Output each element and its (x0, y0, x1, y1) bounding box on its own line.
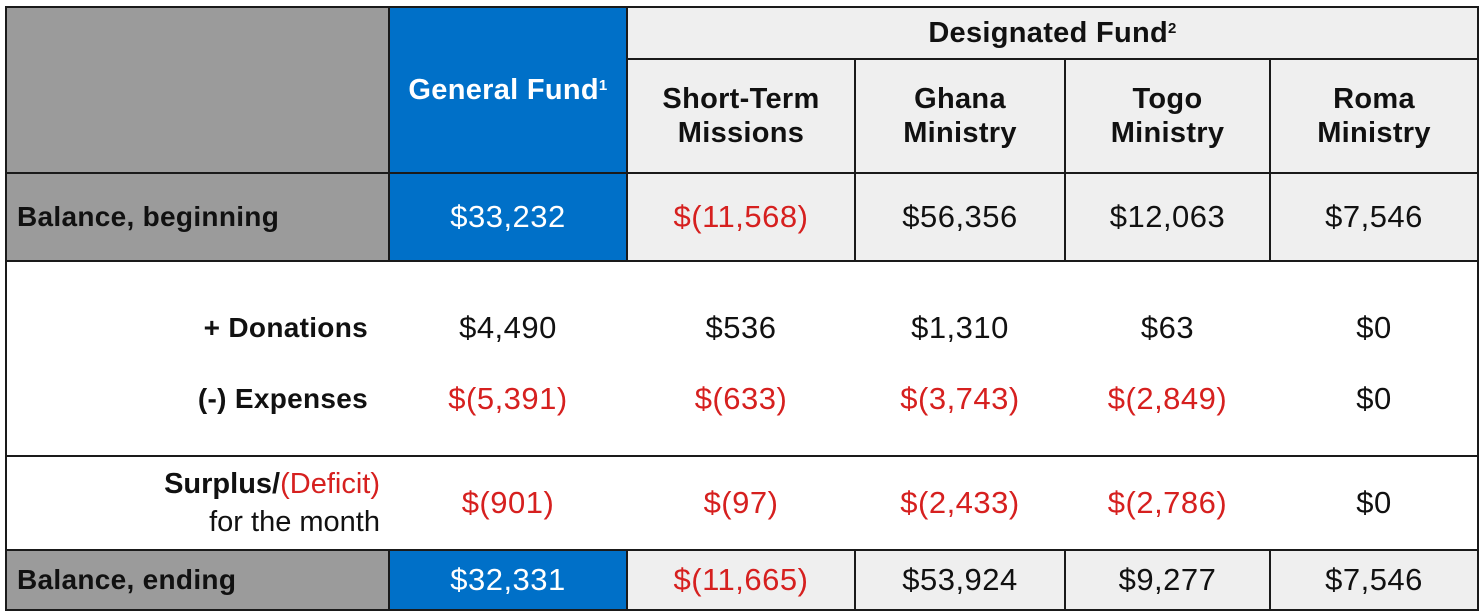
general-fund-footnote: 1 (598, 77, 608, 94)
donations-value: $0 (1356, 310, 1392, 345)
general-fund-activity: $4,490 $(5,391) (388, 260, 628, 457)
activity-labels: + Donations (-) Expenses (5, 260, 390, 457)
general-fund-value: $32,331 (388, 549, 628, 611)
for-the-month-label: for the month (209, 506, 380, 538)
general-fund-surplus: $(901) (388, 455, 628, 551)
general-fund-header: General Fund1 (388, 6, 628, 174)
header-row-top: General Fund1 Designated Fund2 (5, 6, 1480, 174)
roma-ministry-header: Roma Ministry (1268, 58, 1480, 174)
designated-fund-header: Designated Fund2 (625, 6, 1480, 60)
balance-ending-label: Balance, ending (5, 549, 390, 611)
donations-label: + Donations (203, 312, 368, 343)
short-term-missions-value: $(11,665) (626, 549, 856, 611)
roma-ministry-value: $7,546 (1268, 549, 1480, 611)
column-header-line2: Ministry (903, 117, 1017, 149)
short-term-missions-activity: $536 $(633) (626, 260, 856, 457)
roma-ministry-activity: $0 $0 (1268, 260, 1480, 457)
designated-fund-label: Designated Fund (928, 17, 1169, 49)
expenses-value: $(633) (694, 381, 788, 416)
donations-value: $1,310 (911, 310, 1009, 345)
balance-beginning-label: Balance, beginning (5, 172, 390, 262)
short-term-missions-surplus: $(97) (626, 455, 856, 551)
deficit-label-text: (Deficit) (280, 468, 380, 500)
expenses-label: (-) Expenses (197, 383, 368, 414)
column-header-line1: Roma (1333, 83, 1415, 115)
ghana-ministry-header: Ghana Ministry (854, 58, 1066, 174)
surplus-label-text: Surplus/ (164, 468, 281, 500)
donations-value: $63 (1140, 310, 1195, 345)
togo-ministry-value: $9,277 (1064, 549, 1271, 611)
togo-ministry-header: Togo Ministry (1064, 58, 1271, 174)
header-row-sub: Short-Term Missions Ghana Ministry Togo … (6, 58, 1480, 174)
column-header-line2: Missions (677, 117, 805, 149)
column-header-line2: Ministry (1317, 117, 1431, 149)
expenses-value: $(3,743) (900, 381, 1020, 416)
general-fund-label: General Fund (408, 74, 599, 106)
column-header-line2: Ministry (1110, 117, 1225, 149)
general-fund-value: $33,232 (388, 172, 628, 262)
togo-ministry-activity: $63 $(2,849) (1064, 260, 1271, 457)
roma-ministry-surplus: $0 (1268, 455, 1480, 551)
donations-value: $4,490 (459, 310, 557, 345)
donations-value: $536 (705, 310, 777, 345)
ghana-ministry-activity: $1,310 $(3,743) (854, 260, 1066, 457)
designated-fund-footnote: 2 (1168, 20, 1177, 37)
short-term-missions-header: Short-Term Missions (626, 58, 856, 174)
fund-balance-table: General Fund1 Designated Fund2 Short-Ter… (5, 6, 1480, 611)
roma-ministry-value: $7,546 (1268, 172, 1480, 262)
togo-ministry-value: $12,063 (1064, 172, 1271, 262)
short-term-missions-value: $(11,568) (626, 172, 856, 262)
column-header-line1: Short-Term (662, 83, 820, 115)
ghana-ministry-value: $56,356 (854, 172, 1066, 262)
column-header-line1: Togo (1132, 83, 1203, 115)
surplus-deficit-row: Surplus/(Deficit) for the month $(901) $… (5, 455, 1480, 551)
expenses-value: $(5,391) (448, 381, 568, 416)
togo-ministry-surplus: $(2,786) (1064, 455, 1271, 551)
expenses-value: $(2,849) (1107, 381, 1228, 416)
expenses-value: $0 (1356, 381, 1392, 416)
activity-row: + Donations (-) Expenses $4,490 $(5,391)… (5, 260, 1480, 457)
ghana-ministry-surplus: $(2,433) (854, 455, 1066, 551)
column-header-line1: Ghana (914, 83, 1006, 115)
ghana-ministry-value: $53,924 (854, 549, 1066, 611)
corner-cell (5, 6, 390, 174)
balance-ending-row: Balance, ending $32,331 $(11,665) $53,92… (5, 549, 1480, 611)
balance-beginning-row: Balance, beginning $33,232 $(11,568) $56… (5, 172, 1480, 262)
surplus-deficit-label: Surplus/(Deficit) for the month (5, 455, 390, 551)
